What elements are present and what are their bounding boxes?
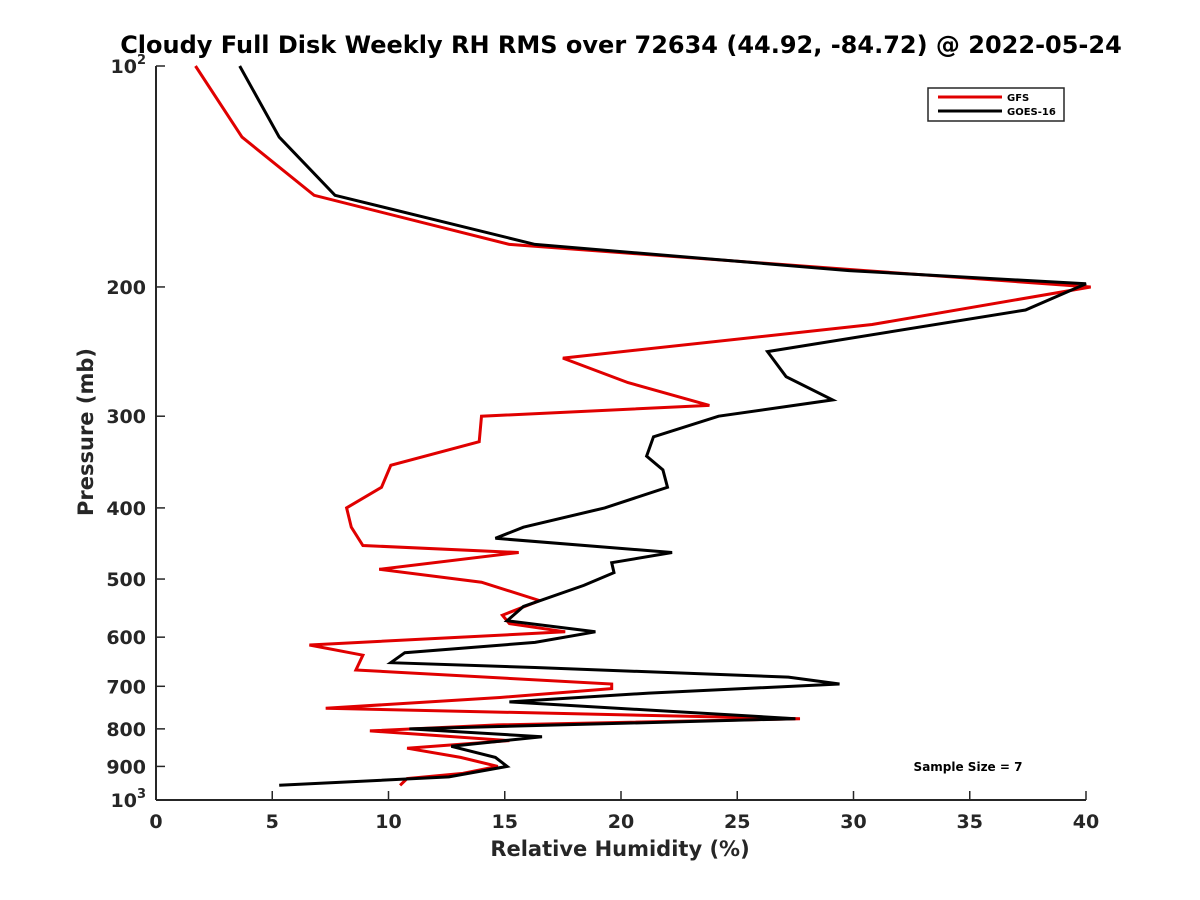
y-tick-label: 900 — [106, 756, 146, 778]
y-axis-label: Pressure (mb) — [74, 348, 98, 516]
series-line-goes-16 — [238, 65, 1087, 787]
y-tick-label: 400 — [106, 498, 146, 520]
y-axis-ticks: 102 200 300 400 500 600 700 800 900 103 — [106, 53, 165, 812]
series-line-gfs — [194, 65, 1091, 787]
x-tick-label: 35 — [957, 811, 983, 833]
sample-size-annotation: Sample Size = 7 — [914, 760, 1023, 774]
y-tick-label: 600 — [106, 627, 146, 649]
x-tick-label: 40 — [1073, 811, 1099, 833]
legend: GFS GOES-16 — [927, 87, 1065, 122]
y-tick-label: 700 — [106, 676, 146, 698]
y-tick-label: 800 — [106, 719, 146, 741]
x-tick-label: 25 — [724, 811, 750, 833]
x-tick-label: 10 — [375, 811, 401, 833]
x-axis-label: Relative Humidity (%) — [490, 837, 749, 861]
x-axis-ticks: 0 5 10 15 20 25 30 35 40 — [149, 791, 1099, 833]
x-tick-label: 0 — [149, 811, 162, 833]
legend-box — [927, 87, 1065, 122]
y-tick-label: 103 — [111, 787, 147, 812]
chart-title: Cloudy Full Disk Weekly RH RMS over 7263… — [120, 31, 1122, 59]
y-tick-label: 102 — [111, 53, 147, 78]
x-tick-label: 5 — [266, 811, 279, 833]
y-tick-label: 200 — [106, 277, 146, 299]
y-tick-label: 500 — [106, 569, 146, 591]
x-tick-label: 30 — [840, 811, 866, 833]
x-tick-label: 15 — [492, 811, 518, 833]
y-tick-label: 300 — [106, 406, 146, 428]
plot-area — [194, 65, 1091, 787]
legend-label-gfs: GFS — [1007, 93, 1029, 104]
x-tick-label: 20 — [608, 811, 634, 833]
legend-label-goes-16: GOES-16 — [1007, 107, 1056, 118]
